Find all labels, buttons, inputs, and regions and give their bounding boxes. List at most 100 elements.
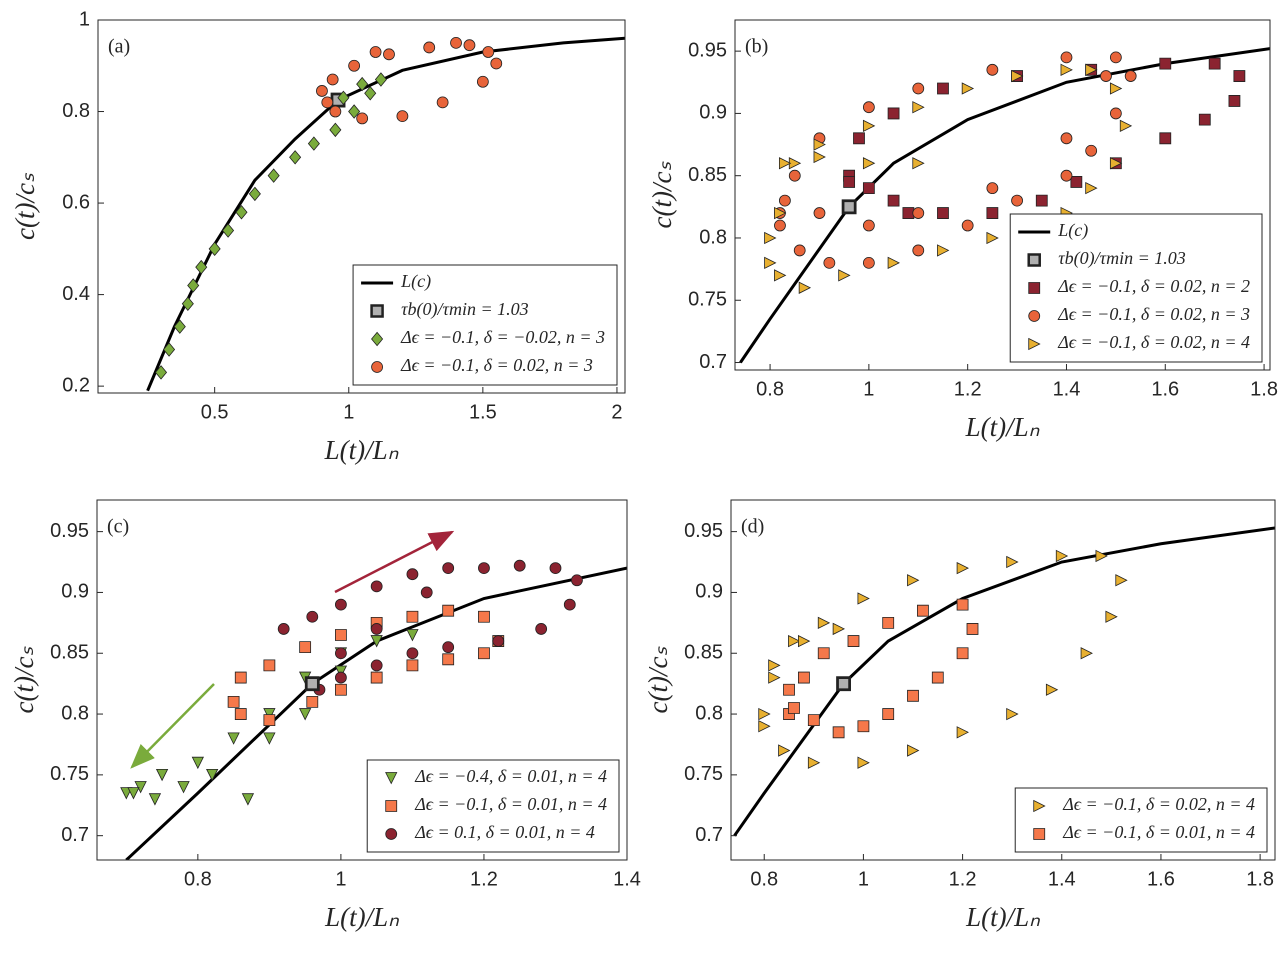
point — [917, 604, 929, 617]
point — [321, 96, 334, 109]
point — [227, 695, 240, 708]
y-tick-label: 0.9 — [699, 102, 727, 124]
point — [887, 194, 900, 207]
point — [862, 157, 876, 170]
y-tick-label: 0.9 — [695, 581, 723, 603]
point — [838, 269, 851, 282]
data-layer — [739, 47, 1270, 364]
point — [774, 269, 787, 282]
point — [1109, 51, 1122, 64]
point — [370, 635, 383, 648]
y-tick-label: 0.7 — [695, 824, 723, 846]
point — [478, 562, 490, 575]
point — [986, 231, 999, 245]
point — [450, 36, 462, 49]
point — [173, 319, 186, 334]
y-tick-label: 0.85 — [50, 642, 89, 664]
point — [267, 168, 280, 183]
point — [476, 75, 489, 88]
point — [813, 138, 826, 151]
curve — [733, 526, 1275, 837]
y-tick-label: 0.95 — [684, 520, 723, 542]
point — [337, 90, 350, 106]
point — [783, 683, 795, 696]
point — [836, 676, 851, 692]
point — [798, 281, 812, 294]
point — [1070, 176, 1083, 188]
point — [768, 659, 781, 672]
point — [535, 623, 548, 635]
point — [778, 194, 791, 207]
x-tick-label: 2 — [611, 401, 622, 423]
point — [442, 604, 455, 617]
x-axis-label: L(t)/Lₙ — [324, 435, 399, 465]
y-tick-label: 0.9 — [61, 581, 89, 603]
legend-box — [1014, 787, 1268, 853]
x-tick-label: 0.8 — [184, 868, 212, 890]
x-tick-label: 0.8 — [750, 868, 778, 890]
legend-box — [352, 264, 618, 386]
point — [1080, 647, 1093, 660]
legend-swatch — [1027, 253, 1041, 267]
y-tick-label: 0.8 — [61, 702, 89, 724]
point — [1035, 194, 1048, 207]
axes-box — [730, 499, 1276, 861]
point — [370, 580, 383, 593]
point — [788, 169, 801, 182]
point — [986, 207, 999, 219]
point — [316, 85, 328, 97]
x-tick-label: 1 — [863, 378, 874, 400]
point — [222, 223, 235, 238]
point — [1100, 70, 1112, 82]
point — [862, 256, 875, 269]
point — [307, 136, 320, 151]
point — [841, 199, 857, 215]
point — [862, 119, 876, 133]
point — [817, 647, 830, 660]
point — [1045, 683, 1059, 696]
point — [1060, 169, 1073, 182]
point — [155, 768, 169, 782]
point — [912, 101, 925, 114]
legend: Δϵ = −0.1, δ = 0.02, n = 4 Δϵ = −0.1, δ =… — [1014, 787, 1268, 853]
x-tick-label: 1.2 — [954, 378, 982, 400]
point — [374, 72, 387, 87]
point — [778, 744, 791, 757]
point — [181, 296, 194, 311]
y-tick-label: 0.95 — [50, 520, 89, 542]
legend-label: Δϵ = −0.1, δ = 0.02, n = 3 — [1057, 304, 1250, 324]
point — [1006, 555, 1019, 569]
legend-swatch — [1028, 282, 1041, 294]
point — [758, 707, 771, 721]
point — [335, 671, 347, 684]
point — [853, 132, 865, 145]
point — [298, 708, 312, 721]
point — [127, 787, 140, 800]
y-tick-label: 0.75 — [684, 763, 723, 785]
point — [1060, 63, 1073, 76]
point — [463, 39, 476, 52]
point — [490, 57, 503, 70]
point — [1085, 182, 1098, 195]
point — [768, 671, 781, 684]
point — [797, 634, 811, 648]
trend-arrow — [334, 530, 455, 594]
axes-box — [96, 499, 628, 861]
point — [793, 244, 806, 257]
legend-label: Δϵ = −0.1, δ = 0.02, n = 3 — [400, 355, 593, 375]
point — [326, 73, 339, 86]
point — [862, 219, 875, 232]
y-tick-label: 0.95 — [688, 39, 727, 61]
point — [187, 278, 200, 293]
panel-label: (a) — [108, 36, 130, 58]
x-tick-label: 1 — [858, 868, 869, 890]
point — [364, 86, 377, 101]
point — [241, 793, 255, 806]
point — [1119, 119, 1133, 133]
point — [862, 182, 875, 195]
point — [1109, 82, 1123, 95]
curve — [125, 566, 627, 860]
point — [956, 726, 969, 739]
legend-swatch — [1028, 310, 1041, 322]
